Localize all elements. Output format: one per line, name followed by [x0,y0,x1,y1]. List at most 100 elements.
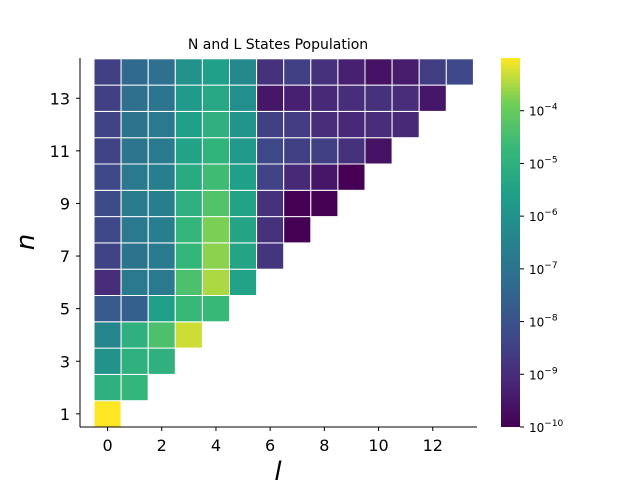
heatmap-cell-n4-l1 [120,321,149,349]
heatmap-cell-n9-l2 [147,189,176,218]
heatmap-cell-n14-l9 [337,58,366,86]
heatmap-cell-n8-l6 [256,216,285,244]
heatmap-cell-n6-l5 [229,268,258,297]
heatmap-cell-n13-l4 [201,84,230,112]
heatmap-cell-n8-l5 [229,216,258,244]
heatmap-cell-n10-l0 [93,163,122,191]
heatmap-cell-n10-l7 [283,163,312,191]
heatmap-cell-n14-l6 [256,58,285,86]
heatmap-cell-n14-l7 [283,58,312,86]
heatmap-cell-n7-l0 [93,242,122,270]
colorbar-ticks: 10−4 10−5 10−6 10−7 10−8 10−9 10−10 [520,103,564,435]
colorbar-tick-label: 10−10 [529,419,564,435]
heatmap-cell-n8-l1 [120,216,149,244]
heatmap-cell-n9-l1 [120,189,149,218]
heatmap-cell-n7-l3 [174,242,203,270]
axes [79,58,477,428]
heatmap-cell-n6-l0 [93,268,122,297]
heatmap-cell-n6-l2 [147,268,176,297]
heatmap-cell-n11-l5 [229,137,258,165]
heatmap-cell-n4-l3 [174,321,203,349]
heatmap-cell-n9-l0 [93,189,122,218]
heatmap-cell-n10-l8 [310,163,339,191]
colorbar-tick-label: 10−8 [529,314,558,330]
heatmap-cell-n7-l2 [147,242,176,270]
heatmap-cell-n9-l5 [229,189,258,218]
heatmap-cell-n5-l3 [174,295,203,323]
heatmap-cell-n10-l9 [337,163,366,191]
heatmap-cell-n14-l12 [418,58,447,86]
x-tick-label: 4 [211,436,221,455]
heatmap-cell-n12-l2 [147,110,176,139]
colorbar: 10−4 10−5 10−6 10−7 10−8 10−9 10−10 [501,58,564,435]
heatmap-cell-n12-l5 [229,110,258,139]
heatmap-cell-n10-l6 [256,163,285,191]
heatmap-cell-n10-l1 [120,163,149,191]
heatmap-cell-n5-l2 [147,295,176,323]
heatmap-cell-n11-l3 [174,137,203,165]
heatmap-cell-n6-l4 [201,268,230,297]
heatmap-cell-n12-l10 [364,110,393,139]
heatmap-cell-n14-l11 [391,58,420,86]
heatmap-cell-n13-l0 [93,84,122,112]
heatmap-cell-n8-l2 [147,216,176,244]
heatmap-cell-n14-l1 [120,58,149,86]
colorbar-tick-label: 10−9 [529,366,558,382]
heatmap-cell-n14-l2 [147,58,176,86]
heatmap-cell-n10-l3 [174,163,203,191]
heatmap-cell-n8-l7 [283,216,312,244]
heatmap-cell-n13-l2 [147,84,176,112]
heatmap-cell-n13-l3 [174,84,203,112]
heatmap-cell-n13-l5 [229,84,258,112]
y-tick-label: 3 [60,352,70,371]
heatmap-cell-n11-l9 [337,137,366,165]
heatmap-cell-n13-l7 [283,84,312,112]
colorbar-tick-label: 10−5 [529,155,558,171]
heatmap-cell-n11-l7 [283,137,312,165]
heatmap-cell-n13-l11 [391,84,420,112]
heatmap-cell-n8-l0 [93,216,122,244]
heatmap-cell-n9-l8 [310,189,339,218]
heatmap-cell-n11-l1 [120,137,149,165]
heatmap-cell-n5-l4 [201,295,230,323]
heatmap-cell-n11-l8 [310,137,339,165]
y-tick-label: 7 [60,247,70,266]
heatmap-cell-n13-l9 [337,84,366,112]
heatmap-cell-n6-l3 [174,268,203,297]
heatmap-cell-n12-l8 [310,110,339,139]
heatmap-cell-n12-l0 [93,110,122,139]
heatmap-cell-n14-l4 [201,58,230,86]
heatmap-cell-n12-l3 [174,110,203,139]
heatmap-cell-n8-l4 [201,216,230,244]
heatmap-cell-n2-l1 [120,373,149,402]
heatmap-cell-n13-l12 [418,84,447,112]
x-tick-label: 12 [423,436,443,455]
y-tick-label: 13 [50,89,70,108]
colorbar-tick-label: 10−4 [529,103,558,119]
heatmap-cell-n9-l4 [201,189,230,218]
heatmap-cell-n3-l1 [120,347,149,375]
heatmap-cell-n11-l2 [147,137,176,165]
heatmap-cell-n8-l3 [174,216,203,244]
heatmap-cell-n12-l6 [256,110,285,139]
heatmap-cell-n12-l1 [120,110,149,139]
heatmap-cell-n9-l3 [174,189,203,218]
heatmap-cell-n7-l6 [256,242,285,270]
heatmap-cell-n11-l6 [256,137,285,165]
heatmap-cell-n1-l0 [93,400,122,428]
heatmap-cells [93,58,474,428]
heatmap-cell-n14-l0 [93,58,122,86]
heatmap-cell-n11-l4 [201,137,230,165]
heatmap-cell-n12-l7 [283,110,312,139]
heatmap-cell-n13-l10 [364,84,393,112]
colorbar-tick-label: 10−7 [529,261,558,277]
heatmap-cell-n9-l6 [256,189,285,218]
heatmap-cell-n7-l5 [229,242,258,270]
y-tick-label: 1 [60,405,70,424]
heatmap-cell-n12-l9 [337,110,366,139]
x-tick-label: 8 [319,436,329,455]
colorbar-tick-label: 10−6 [529,208,558,224]
x-tick-label: 10 [368,436,388,455]
x-ticks: 0 2 4 6 8 10 12 [102,427,443,455]
